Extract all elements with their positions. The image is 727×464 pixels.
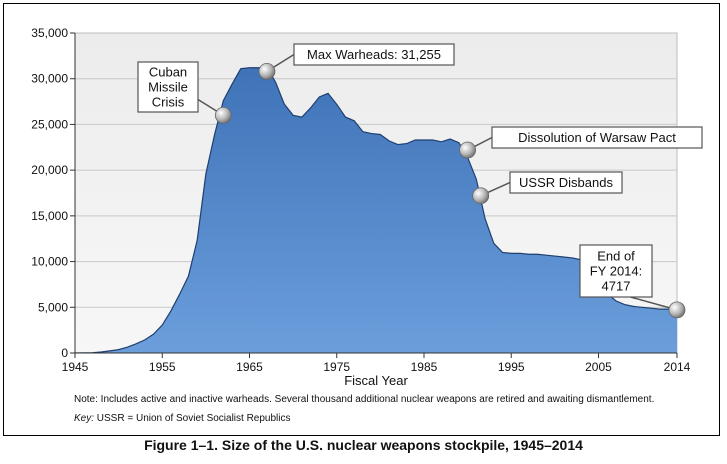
x-tick-label: 1985 [411,360,438,374]
y-tick-label: 15,000 [31,209,68,223]
stockpile-chart: 0 5,000 10,000 15,000 20,000 25,000 30,000 35,0… [31,26,703,388]
axes: 0 5,000 10,000 15,000 20,000 25,000 30,000 35,0… [31,26,690,374]
callout-marker [258,63,276,80]
callout-marker [459,141,477,159]
callout-label: Dissolution of Warsaw Pact [518,130,676,145]
callout-label: Crisis [152,95,185,110]
callout-box [509,171,623,194]
x-tick-label: 1955 [149,360,176,374]
y-tick-label: 25,000 [31,117,68,131]
stockpile-area [75,67,677,354]
callout-marker [214,106,232,124]
callout-label: 4717 [602,279,631,294]
stockpile-line [74,66,678,354]
area-layer [74,66,678,354]
y-tick-label: 5,000 [38,300,68,314]
x-tick-label: 2014 [664,360,691,374]
y-tick-label: 30,000 [31,72,68,86]
y-tick-label: 0 [61,346,68,360]
callout-box [293,43,455,66]
callout-label: Missile [148,80,188,95]
callout-box [137,61,199,113]
x-tick-label: 1945 [62,360,89,374]
callout-label: FY 2014: [590,264,643,279]
figure-caption: Figure 1–1. Size of the U.S. nuclear wea… [144,437,583,453]
key-text: USSR = Union of Soviet Socialist Republi… [94,413,291,424]
x-tick-label: 1975 [323,360,350,374]
y-tick-label: 10,000 [31,255,68,269]
callout-label: Cuban [149,65,187,80]
x-tick-label: 1965 [236,360,263,374]
x-tick-label: 1995 [498,360,525,374]
callout-label: Max Warheads: 31,255 [307,47,441,62]
chart-note: Note: Includes active and inactive warhe… [74,394,655,405]
key-label: Key: [74,413,95,424]
callout-box [491,126,703,149]
x-tick-label: 2005 [585,360,612,374]
figure-frame: 0 5,000 10,000 15,000 20,000 25,000 30,000 35,0… [3,3,720,436]
y-tick-label: 35,000 [31,26,68,40]
callout-box [579,244,653,298]
callout-marker [668,301,686,319]
callout-label: USSR Disbands [519,175,613,190]
y-tick-label: 20,000 [31,163,68,177]
chart-key: Key: USSR = Union of Soviet Socialist Re… [74,413,291,424]
x-axis-title: Fiscal Year [344,373,408,388]
callout-label: End of [597,249,635,264]
callout-marker [472,187,490,205]
